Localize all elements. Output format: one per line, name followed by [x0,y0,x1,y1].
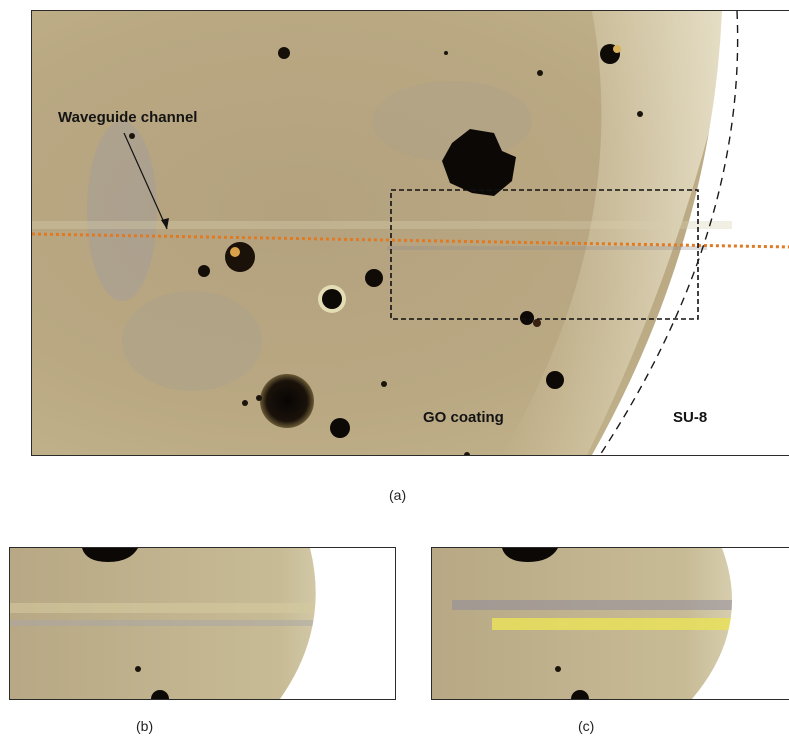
waveguide-pointer-arrow [123,132,168,230]
su8-region [592,11,789,455]
su8-label: SU-8 [673,409,708,426]
micrograph-panel-a: Waveguide channel GO coating SU-8 [31,10,789,456]
caption-a: (a) [389,487,407,503]
coating-edge-highlight [502,11,737,455]
caption-b: (b) [136,718,154,734]
micrograph-image [32,11,789,455]
zoom-region-box [390,189,699,320]
micrograph-panel-c [431,547,789,700]
surface-defects [129,44,643,455]
waveguide-marker-line [32,232,789,249]
caption-c: (c) [578,718,595,734]
su8-boundary-line [599,11,739,455]
waveguide-channel-label: Waveguide channel [58,109,198,126]
micrograph-image-c [432,548,789,699]
micrograph-panel-b [9,547,396,700]
go-coating-label: GO coating [423,409,504,426]
micrograph-image-b [10,548,395,699]
